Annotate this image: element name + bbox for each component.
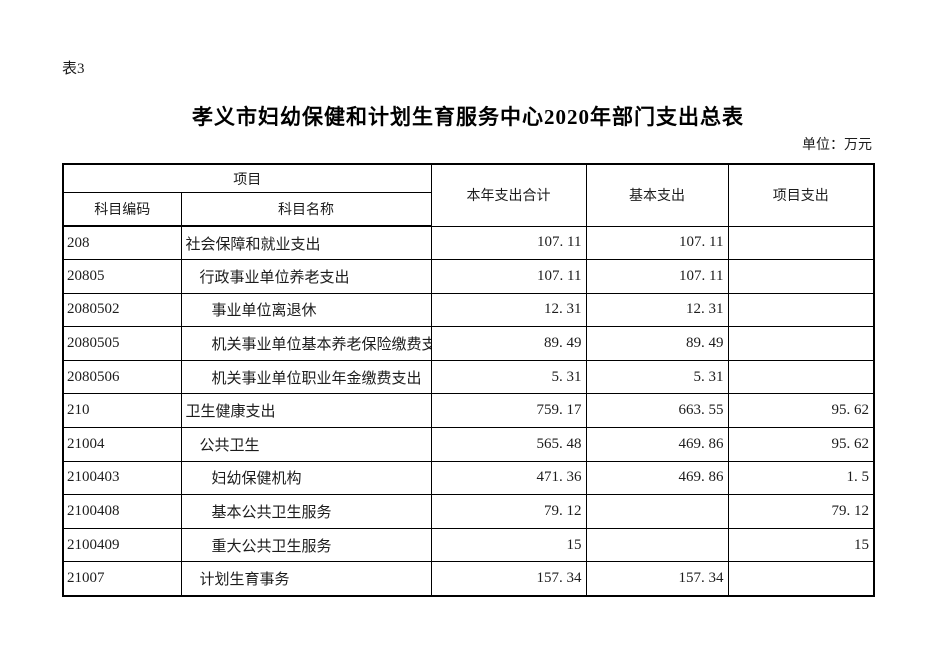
subject-name: 社会保障和就业支出 bbox=[180, 225, 432, 261]
basic-expenditure-value: 663. 55 bbox=[585, 393, 729, 429]
subject-code: 2100408 bbox=[62, 494, 182, 529]
basic-expenditure-value: 89. 49 bbox=[585, 326, 729, 361]
subject-name: 公共卫生 bbox=[180, 427, 432, 462]
project-expenditure-value: 79. 12 bbox=[727, 494, 875, 529]
subject-code: 21007 bbox=[62, 561, 182, 597]
header-row-group: 项目 本年支出合计 基本支出 项目支出 bbox=[62, 163, 875, 227]
basic-expenditure-value bbox=[585, 527, 729, 563]
project-expenditure-value: 15 bbox=[727, 527, 875, 563]
subject-name: 重大公共卫生服务 bbox=[180, 527, 432, 563]
total-expenditure-value: 759. 17 bbox=[430, 393, 587, 429]
total-expenditure-value: 471. 36 bbox=[430, 460, 587, 496]
basic-expenditure-value: 107. 11 bbox=[585, 259, 729, 294]
basic-expenditure-value: 5. 31 bbox=[585, 359, 729, 395]
subject-code: 21004 bbox=[62, 427, 182, 462]
subject-code: 208 bbox=[62, 225, 182, 261]
table-row: 21007 计划生育事务 157. 34 157. 34 bbox=[62, 561, 875, 597]
basic-expenditure-value: 157. 34 bbox=[585, 561, 729, 597]
unit-note: 单位：万元 bbox=[802, 138, 872, 153]
table-row: 208 社会保障和就业支出 107. 11 107. 11 bbox=[62, 225, 875, 261]
subject-name: 机关事业单位基本养老保险缴费支出 bbox=[180, 326, 432, 361]
sheet-label: 表3 bbox=[62, 61, 85, 77]
subject-code: 2100409 bbox=[62, 527, 182, 563]
table-row: 2100408 基本公共卫生服务 79. 12 79. 12 bbox=[62, 494, 875, 529]
subject-name: 事业单位离退休 bbox=[180, 292, 432, 328]
basic-expenditure-value bbox=[585, 494, 729, 529]
column-header-total-expenditure: 本年支出合计 bbox=[430, 163, 587, 227]
total-expenditure-value: 15 bbox=[430, 527, 587, 563]
column-header-project-expenditure: 项目支出 bbox=[727, 163, 875, 227]
subject-code: 2080506 bbox=[62, 359, 182, 395]
subject-name: 计划生育事务 bbox=[180, 561, 432, 597]
project-expenditure-value: 95. 62 bbox=[727, 393, 875, 429]
project-expenditure-value: 1. 5 bbox=[727, 460, 875, 496]
basic-expenditure-value: 469. 86 bbox=[585, 460, 729, 496]
subject-code: 2080505 bbox=[62, 326, 182, 361]
table-row: 210 卫生健康支出 759. 17 663. 55 95. 62 bbox=[62, 393, 875, 429]
subject-name: 妇幼保健机构 bbox=[180, 460, 432, 496]
project-expenditure-value bbox=[727, 292, 875, 328]
expenditure-table: 项目 本年支出合计 基本支出 项目支出 科目编码 科目名称 208 社会保障和就… bbox=[62, 163, 875, 597]
total-expenditure-value: 107. 11 bbox=[430, 225, 587, 261]
subject-name: 机关事业单位职业年金缴费支出 bbox=[180, 359, 432, 395]
subject-name: 行政事业单位养老支出 bbox=[180, 259, 432, 294]
total-expenditure-value: 89. 49 bbox=[430, 326, 587, 361]
subject-name: 基本公共卫生服务 bbox=[180, 494, 432, 529]
total-expenditure-value: 5. 31 bbox=[430, 359, 587, 395]
project-expenditure-value bbox=[727, 225, 875, 261]
column-header-basic-expenditure: 基本支出 bbox=[585, 163, 729, 227]
total-expenditure-value: 565. 48 bbox=[430, 427, 587, 462]
subject-name: 卫生健康支出 bbox=[180, 393, 432, 429]
page-title: 孝义市妇幼保健和计划生育服务中心2020年部门支出总表 bbox=[192, 105, 744, 129]
project-expenditure-value bbox=[727, 326, 875, 361]
project-expenditure-value bbox=[727, 359, 875, 395]
project-expenditure-value: 95. 62 bbox=[727, 427, 875, 462]
total-expenditure-value: 157. 34 bbox=[430, 561, 587, 597]
subject-code: 2100403 bbox=[62, 460, 182, 496]
total-expenditure-value: 12. 31 bbox=[430, 292, 587, 328]
table-row: 21004 公共卫生 565. 48 469. 86 95. 62 bbox=[62, 427, 875, 462]
basic-expenditure-value: 107. 11 bbox=[585, 225, 729, 261]
column-header-project-group: 项目 bbox=[62, 163, 432, 193]
table-row: 2080502 事业单位离退休 12. 31 12. 31 bbox=[62, 292, 875, 328]
table-row: 2080505 机关事业单位基本养老保险缴费支出 89. 49 89. 49 bbox=[62, 326, 875, 361]
basic-expenditure-value: 12. 31 bbox=[585, 292, 729, 328]
project-expenditure-value bbox=[727, 561, 875, 597]
subject-code: 210 bbox=[62, 393, 182, 429]
table-row: 2100403 妇幼保健机构 471. 36 469. 86 1. 5 bbox=[62, 460, 875, 496]
total-expenditure-value: 107. 11 bbox=[430, 259, 587, 294]
subject-code: 2080502 bbox=[62, 292, 182, 328]
column-header-subject-name: 科目名称 bbox=[180, 192, 432, 227]
table-row: 2100409 重大公共卫生服务 15 15 bbox=[62, 527, 875, 563]
column-header-subject-code: 科目编码 bbox=[62, 192, 182, 227]
total-expenditure-value: 79. 12 bbox=[430, 494, 587, 529]
subject-code: 20805 bbox=[62, 259, 182, 294]
project-expenditure-value bbox=[727, 259, 875, 294]
basic-expenditure-value: 469. 86 bbox=[585, 427, 729, 462]
header-row-sub: 科目编码 科目名称 bbox=[62, 192, 874, 227]
table-row: 2080506 机关事业单位职业年金缴费支出 5. 31 5. 31 bbox=[62, 359, 875, 395]
table-row: 20805 行政事业单位养老支出 107. 11 107. 11 bbox=[62, 259, 875, 294]
